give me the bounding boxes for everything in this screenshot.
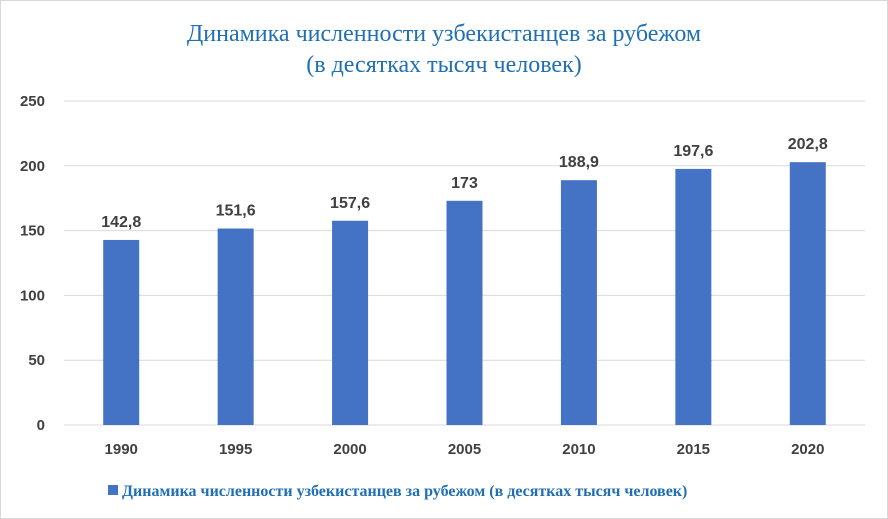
bar [103,239,140,425]
chart-subtitle: (в десятках тысяч человек) [306,52,581,78]
x-tick-label: 2020 [791,441,824,458]
y-axis-ticks: 0 50 100 150 200 250 [20,93,45,434]
bar [560,180,597,425]
data-label: 188,9 [559,154,599,171]
y-tick-label: 150 [20,223,45,240]
x-tick-label: 2000 [333,441,366,458]
y-tick-label: 100 [20,287,45,304]
y-tick-label: 50 [28,352,45,369]
bar [789,162,826,425]
legend: Динамика численности узбекистанцев за ру… [108,483,687,500]
chart-title: Динамика численности узбекистанцев за ру… [187,21,701,47]
x-tick-label: 1995 [219,441,252,458]
x-tick-label: 2015 [677,441,710,458]
legend-label: Динамика численности узбекистанцев за ру… [122,483,687,500]
data-labels: 142,8 151,6 157,6 173 188,9 197,6 202,8 [101,136,828,231]
data-label: 151,6 [216,203,256,220]
x-tick-label: 2010 [562,441,595,458]
legend-swatch [108,485,118,495]
bar [446,200,483,425]
y-tick-label: 0 [37,417,45,434]
y-tick-label: 200 [20,158,45,175]
data-label: 142,8 [101,214,141,231]
bar [217,228,254,425]
bar [332,220,369,425]
bar [675,168,712,425]
x-tick-label: 1990 [105,441,138,458]
data-label: 157,6 [330,195,370,212]
bars [103,162,826,425]
x-tick-label: 2005 [448,441,481,458]
x-axis-ticks: 1990 1995 2000 2005 2010 2015 2020 [105,441,825,458]
data-label: 173 [451,175,478,192]
data-label: 197,6 [673,143,713,160]
data-label: 202,8 [788,136,828,153]
y-tick-label: 250 [20,93,45,110]
